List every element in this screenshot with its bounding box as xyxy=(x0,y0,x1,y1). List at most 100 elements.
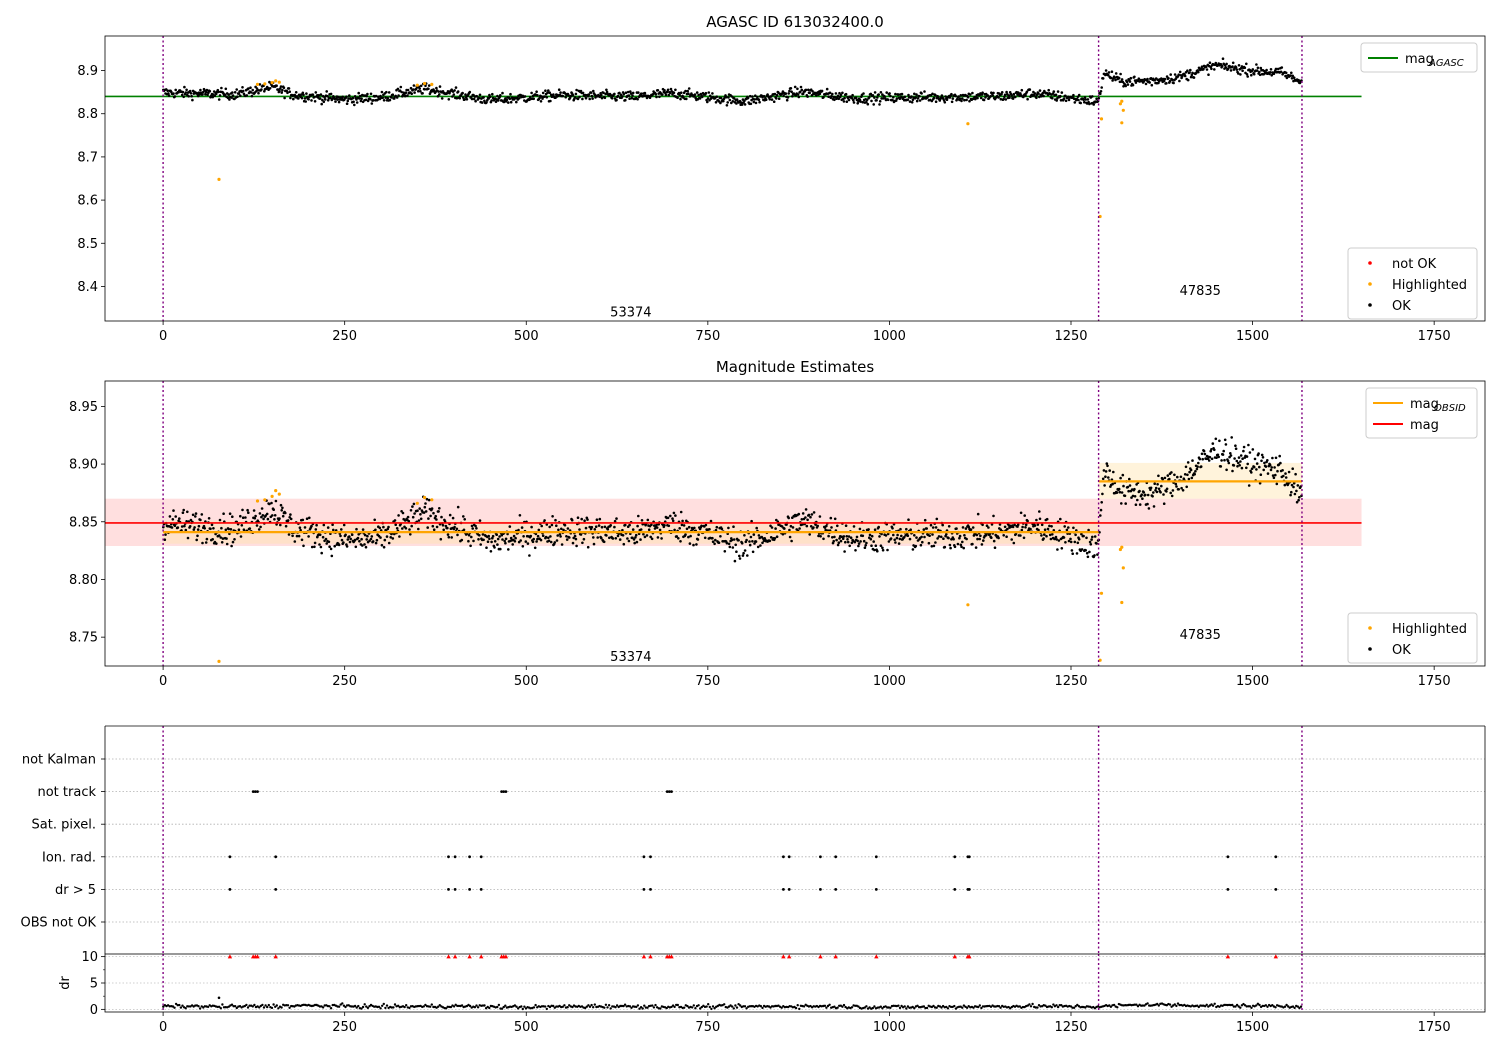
ok-point xyxy=(895,97,899,100)
ok-point xyxy=(181,90,185,94)
ok-point xyxy=(201,541,204,545)
dr-point xyxy=(234,1005,237,1008)
ok-point xyxy=(1005,535,1008,538)
ok-point xyxy=(1102,469,1106,472)
ok-point xyxy=(1043,533,1046,536)
ok-point xyxy=(1026,97,1029,101)
highlighted-point xyxy=(1098,658,1102,662)
ok-point xyxy=(854,96,858,99)
ok-point xyxy=(424,84,427,88)
ok-point xyxy=(715,525,719,529)
dr-point xyxy=(592,1006,595,1009)
ok-point xyxy=(1186,69,1189,72)
flag-point xyxy=(502,790,506,793)
dr-point xyxy=(590,1003,593,1007)
ok-point xyxy=(247,511,250,514)
ok-point xyxy=(541,534,545,537)
ok-point xyxy=(245,94,249,97)
ok-point xyxy=(847,98,851,102)
ok-point xyxy=(587,93,591,96)
ok-point xyxy=(919,543,923,547)
dr-point xyxy=(262,1006,266,1009)
ok-point xyxy=(398,535,401,538)
ok-point xyxy=(184,528,188,532)
ok-point xyxy=(709,519,713,523)
ok-point xyxy=(252,509,256,512)
highlighted-point xyxy=(1120,600,1124,605)
ok-point xyxy=(427,517,430,520)
ok-point xyxy=(364,98,368,102)
ok-point xyxy=(952,537,955,541)
ok-point xyxy=(397,514,400,517)
ok-point xyxy=(1197,70,1200,74)
ok-point xyxy=(1218,439,1221,443)
ok-point xyxy=(714,538,717,542)
ok-point xyxy=(349,537,353,541)
ok-point xyxy=(1289,493,1292,497)
ok-point xyxy=(330,554,334,558)
ok-point xyxy=(235,88,238,91)
ok-point xyxy=(242,528,246,531)
ok-point xyxy=(673,528,676,532)
ok-point xyxy=(621,528,624,532)
ok-point xyxy=(478,96,481,100)
ok-point xyxy=(346,538,350,541)
ok-point xyxy=(422,511,426,514)
dr-capped-marker xyxy=(479,954,484,959)
dr-point xyxy=(623,1003,627,1006)
highlighted-point xyxy=(1121,108,1125,112)
ok-point xyxy=(482,96,485,99)
ok-point xyxy=(997,96,1000,99)
ok-point xyxy=(581,97,584,101)
ok-point xyxy=(646,518,650,522)
ok-point xyxy=(1005,90,1008,94)
dr-point xyxy=(403,1005,406,1009)
dr-point xyxy=(476,1006,480,1009)
flag-point xyxy=(834,888,838,891)
ok-point xyxy=(293,540,297,543)
ok-point xyxy=(322,100,326,104)
ok-point xyxy=(1259,473,1263,477)
ok-point xyxy=(1231,469,1234,473)
dr-point xyxy=(871,1006,874,1010)
ok-point xyxy=(711,92,714,95)
dr-point xyxy=(825,1006,828,1009)
ok-point xyxy=(1091,95,1094,98)
ok-point xyxy=(1111,79,1114,82)
highlighted-point xyxy=(263,82,267,86)
ok-point xyxy=(1237,72,1240,75)
ok-point xyxy=(283,96,286,100)
ok-point xyxy=(1041,91,1045,95)
ok-point xyxy=(940,94,944,97)
ok-point xyxy=(239,94,242,97)
dr-point xyxy=(473,1006,477,1009)
dr-point xyxy=(651,1004,654,1007)
ok-point xyxy=(543,95,546,98)
ok-point xyxy=(1107,71,1111,74)
ok-point xyxy=(846,540,850,544)
ok-point xyxy=(781,532,785,536)
dr-point xyxy=(945,1005,948,1009)
ok-point xyxy=(738,557,742,560)
ok-point xyxy=(1281,469,1284,472)
dr-point xyxy=(162,1005,165,1008)
ok-point xyxy=(1292,485,1295,489)
ok-point xyxy=(696,538,700,541)
ok-point xyxy=(436,95,440,98)
ok-point xyxy=(369,92,373,96)
ok-point xyxy=(770,98,774,101)
ok-point xyxy=(1100,501,1103,504)
ok-point xyxy=(1178,79,1181,83)
ok-point xyxy=(727,96,730,99)
ok-point xyxy=(331,523,334,526)
ok-point xyxy=(1268,71,1272,74)
ok-point xyxy=(509,100,513,104)
ok-point xyxy=(1252,465,1256,469)
dr-point xyxy=(977,1005,980,1009)
ok-point xyxy=(1176,475,1179,479)
ok-point xyxy=(519,539,522,542)
ok-point xyxy=(382,545,386,549)
ok-point xyxy=(444,524,448,528)
legend-label: Highlighted xyxy=(1392,622,1467,637)
dr-point xyxy=(686,1004,689,1008)
